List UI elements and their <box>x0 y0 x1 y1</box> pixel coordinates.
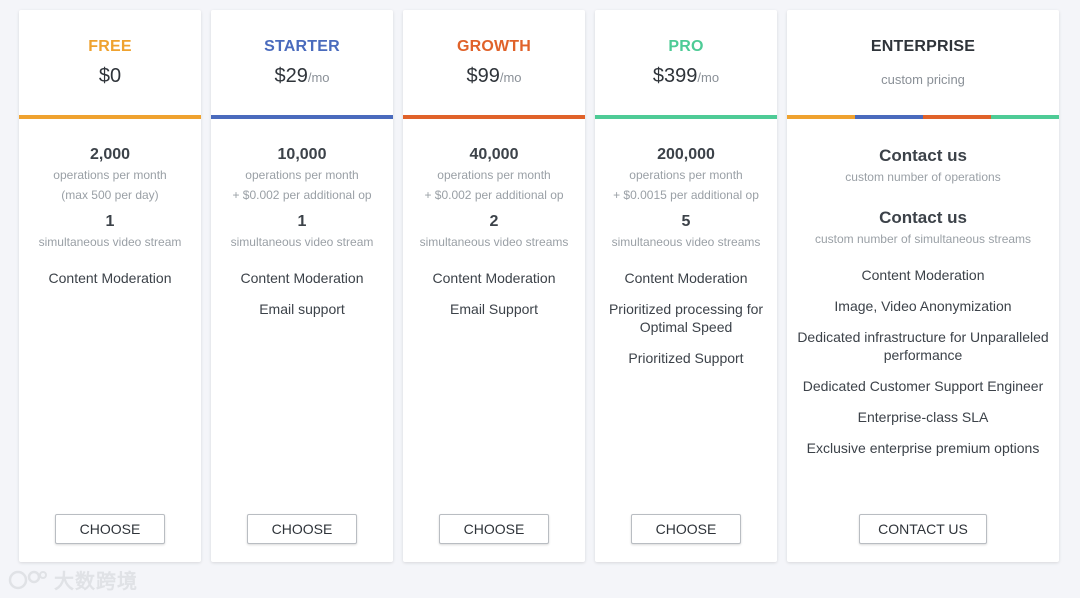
streams-count: Contact us <box>879 208 967 227</box>
pricing-plans: FREE $0 2,000 operations per month (max … <box>19 10 1059 562</box>
feature-item: Prioritized processing for Optimal Speed <box>608 301 764 335</box>
streams-label: simultaneous video streams <box>419 235 569 249</box>
plan-card-growth: GROWTH $99/mo 40,000 operations per mont… <box>403 10 585 562</box>
streams-count: 1 <box>297 213 307 230</box>
plan-card-free: FREE $0 2,000 operations per month (max … <box>19 10 201 562</box>
plan-price: $0 <box>19 65 201 88</box>
operations-label: operations per month <box>437 168 551 182</box>
operations-count: 2,000 <box>89 146 131 163</box>
price-period: /mo <box>697 70 720 85</box>
operations-count: 40,000 <box>469 146 519 163</box>
operations-count: 10,000 <box>277 146 327 163</box>
operations-label: operations per month <box>629 168 743 182</box>
plan-price: $99/mo <box>403 65 585 88</box>
streams-count: 2 <box>489 213 499 230</box>
choose-button-pro[interactable]: CHOOSE <box>631 514 741 544</box>
plan-name: ENTERPRISE <box>870 38 976 55</box>
plan-name: GROWTH <box>456 38 532 55</box>
plan-card-pro: PRO $399/mo 200,000 operations per month… <box>595 10 777 562</box>
streams-label: simultaneous video streams <box>611 235 761 249</box>
plan-header: STARTER $29/mo <box>211 10 393 115</box>
plan-color-bar <box>787 115 1059 119</box>
operations-label: custom number of operations <box>845 170 1001 184</box>
plan-color-bar <box>19 115 201 119</box>
plan-header: PRO $399/mo <box>595 10 777 115</box>
price-period: /mo <box>307 70 330 85</box>
price-amount: $0 <box>98 65 122 87</box>
custom-pricing-label: custom pricing <box>881 72 965 87</box>
operations-note: + $0.002 per additional op <box>424 188 564 202</box>
plan-header: ENTERPRISE custom pricing <box>787 10 1059 115</box>
feature-item: Email Support <box>450 301 538 317</box>
operations-note: + $0.0015 per additional op <box>613 188 759 202</box>
plan-price: $29/mo <box>211 65 393 88</box>
plan-card-enterprise: ENTERPRISE custom pricing Contact us cus… <box>787 10 1059 562</box>
price-period: /mo <box>499 70 522 85</box>
feature-item: Email support <box>259 301 345 317</box>
plan-name: FREE <box>88 38 132 55</box>
price-amount: $29 <box>274 65 308 87</box>
feature-item: Prioritized Support <box>628 350 744 366</box>
operations-count: 200,000 <box>657 146 715 163</box>
operations-label: operations per month <box>53 168 167 182</box>
plan-color-bar <box>595 115 777 119</box>
feature-item: Image, Video Anonymization <box>834 298 1012 314</box>
feature-item: Enterprise-class SLA <box>857 409 989 425</box>
operations-note: + $0.002 per additional op <box>232 188 372 202</box>
streams-label: simultaneous video stream <box>230 235 374 249</box>
plan-card-starter: STARTER $29/mo 10,000 operations per mon… <box>211 10 393 562</box>
price-amount: $99 <box>466 65 500 87</box>
plan-price: $399/mo <box>595 65 777 88</box>
feature-item: Content Moderation <box>432 270 556 286</box>
feature-item: Dedicated Customer Support Engineer <box>802 378 1044 394</box>
streams-count: 1 <box>105 213 115 230</box>
streams-label: custom number of simultaneous streams <box>814 232 1032 246</box>
operations-count: Contact us <box>879 146 967 165</box>
feature-item: Content Moderation <box>240 270 364 286</box>
operations-note: (max 500 per day) <box>61 188 159 202</box>
choose-button-starter[interactable]: CHOOSE <box>247 514 357 544</box>
plan-color-bar <box>211 115 393 119</box>
plan-header: GROWTH $99/mo <box>403 10 585 115</box>
watermark-logo-icon <box>8 570 47 589</box>
plan-color-bar <box>403 115 585 119</box>
price-amount: $399 <box>652 65 698 87</box>
plan-name: PRO <box>668 38 704 55</box>
operations-label: operations per month <box>245 168 359 182</box>
choose-button-free[interactable]: CHOOSE <box>55 514 165 544</box>
streams-count: 5 <box>681 213 691 230</box>
feature-item: Content Moderation <box>48 270 172 286</box>
feature-item: Dedicated infrastructure for Unparallele… <box>797 329 1049 363</box>
watermark-text: 大数跨境 <box>54 571 138 593</box>
choose-button-growth[interactable]: CHOOSE <box>439 514 549 544</box>
plan-header: FREE $0 <box>19 10 201 115</box>
feature-item: Exclusive enterprise premium options <box>806 440 1040 456</box>
watermark: 大数跨境 <box>8 565 138 594</box>
feature-item: Content Moderation <box>861 267 985 283</box>
plan-name: STARTER <box>264 38 340 55</box>
contact-us-button[interactable]: CONTACT US <box>859 514 987 544</box>
feature-item: Content Moderation <box>624 270 748 286</box>
streams-label: simultaneous video stream <box>38 235 182 249</box>
